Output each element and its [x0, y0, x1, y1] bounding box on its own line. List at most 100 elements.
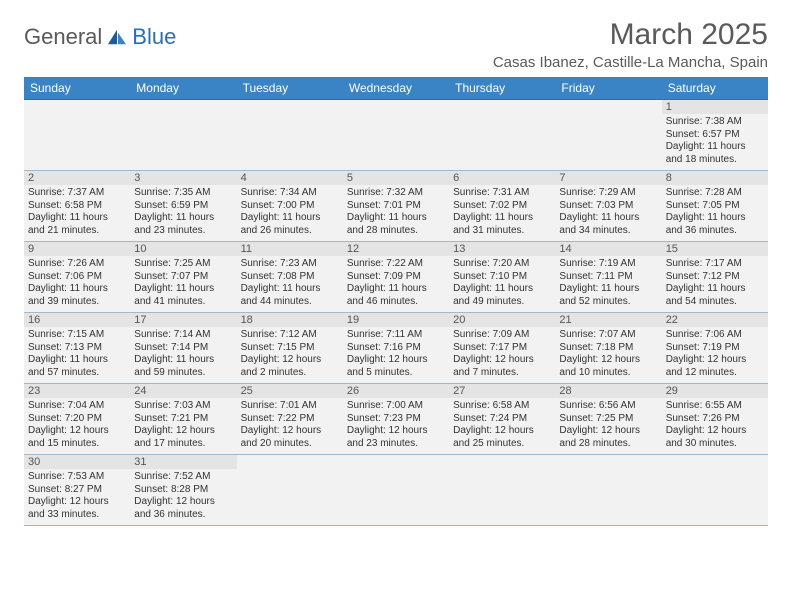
day-number: 9	[24, 242, 130, 256]
day-number: 4	[237, 171, 343, 185]
day-body: Sunrise: 7:19 AMSunset: 7:11 PMDaylight:…	[555, 256, 661, 312]
daylight-line-1: Daylight: 12 hours	[347, 425, 445, 438]
day-number: 26	[343, 384, 449, 398]
calendar-table: SundayMondayTuesdayWednesdayThursdayFrid…	[24, 77, 768, 526]
day-number: 21	[555, 313, 661, 327]
daylight-line-2: and 30 minutes.	[666, 438, 764, 451]
day-number: 16	[24, 313, 130, 327]
day-body: Sunrise: 7:01 AMSunset: 7:22 PMDaylight:…	[237, 398, 343, 454]
daylight-line-2: and 52 minutes.	[559, 296, 657, 309]
daylight-line-1: Daylight: 11 hours	[347, 283, 445, 296]
daylight-line-1: Daylight: 11 hours	[666, 283, 764, 296]
day-body: Sunrise: 7:15 AMSunset: 7:13 PMDaylight:…	[24, 327, 130, 383]
daylight-line-2: and 39 minutes.	[28, 296, 126, 309]
day-body: Sunrise: 7:35 AMSunset: 6:59 PMDaylight:…	[130, 185, 236, 241]
day-number: 8	[662, 171, 768, 185]
sunset-line: Sunset: 7:00 PM	[241, 200, 339, 213]
day-cell: 22Sunrise: 7:06 AMSunset: 7:19 PMDayligh…	[662, 313, 768, 384]
calendar-body: 1Sunrise: 7:38 AMSunset: 6:57 PMDaylight…	[24, 100, 768, 526]
sunrise-line: Sunrise: 7:04 AM	[28, 400, 126, 413]
day-number: 17	[130, 313, 236, 327]
day-cell: 26Sunrise: 7:00 AMSunset: 7:23 PMDayligh…	[343, 384, 449, 455]
sunrise-line: Sunrise: 6:55 AM	[666, 400, 764, 413]
daylight-line-2: and 28 minutes.	[347, 225, 445, 238]
week-row: 9Sunrise: 7:26 AMSunset: 7:06 PMDaylight…	[24, 242, 768, 313]
day-number: 12	[343, 242, 449, 256]
daylight-line-1: Daylight: 12 hours	[453, 425, 551, 438]
day-number: 7	[555, 171, 661, 185]
sunrise-line: Sunrise: 7:35 AM	[134, 187, 232, 200]
daylight-line-2: and 25 minutes.	[453, 438, 551, 451]
day-number: 25	[237, 384, 343, 398]
daylight-line-2: and 31 minutes.	[453, 225, 551, 238]
daylight-line-1: Daylight: 12 hours	[453, 354, 551, 367]
sunrise-line: Sunrise: 7:37 AM	[28, 187, 126, 200]
sunset-line: Sunset: 8:27 PM	[28, 484, 126, 497]
sunset-line: Sunset: 7:03 PM	[559, 200, 657, 213]
day-cell: 14Sunrise: 7:19 AMSunset: 7:11 PMDayligh…	[555, 242, 661, 313]
day-body: Sunrise: 7:37 AMSunset: 6:58 PMDaylight:…	[24, 185, 130, 241]
daylight-line-1: Daylight: 11 hours	[666, 212, 764, 225]
daylight-line-1: Daylight: 11 hours	[241, 283, 339, 296]
day-number: 15	[662, 242, 768, 256]
day-cell: 24Sunrise: 7:03 AMSunset: 7:21 PMDayligh…	[130, 384, 236, 455]
day-body: Sunrise: 6:56 AMSunset: 7:25 PMDaylight:…	[555, 398, 661, 454]
day-number: 13	[449, 242, 555, 256]
sunrise-line: Sunrise: 7:22 AM	[347, 258, 445, 271]
day-cell: 12 Sunrise: 7:22 AMSunset: 7:09 PMDayligh…	[343, 242, 449, 313]
day-number: 1	[662, 100, 768, 114]
day-cell	[343, 100, 449, 171]
daylight-line-2: and 34 minutes.	[559, 225, 657, 238]
day-body: Sunrise: 7:28 AMSunset: 7:05 PMDaylight:…	[662, 185, 768, 241]
day-cell: 3Sunrise: 7:35 AMSunset: 6:59 PMDaylight…	[130, 171, 236, 242]
sunset-line: Sunset: 7:19 PM	[666, 342, 764, 355]
sunset-line: Sunset: 7:09 PM	[347, 271, 445, 284]
day-cell: 7Sunrise: 7:29 AMSunset: 7:03 PMDaylight…	[555, 171, 661, 242]
day-body: Sunrise: 7:14 AMSunset: 7:14 PMDaylight:…	[130, 327, 236, 383]
daylight-line-2: and 33 minutes.	[28, 509, 126, 522]
day-cell: 23Sunrise: 7:04 AMSunset: 7:20 PMDayligh…	[24, 384, 130, 455]
day-cell: 27Sunrise: 6:58 AMSunset: 7:24 PMDayligh…	[449, 384, 555, 455]
day-number: 27	[449, 384, 555, 398]
daylight-line-2: and 57 minutes.	[28, 367, 126, 380]
day-cell	[237, 100, 343, 171]
sunset-line: Sunset: 7:23 PM	[347, 413, 445, 426]
day-number: 31	[130, 455, 236, 469]
day-body: Sunrise: 7:06 AMSunset: 7:19 PMDaylight:…	[662, 327, 768, 383]
sunset-line: Sunset: 7:07 PM	[134, 271, 232, 284]
sunrise-line: Sunrise: 7:25 AM	[134, 258, 232, 271]
header: GeneralBlue March 2025 Casas Ibanez, Cas…	[24, 18, 768, 71]
sunrise-line: Sunrise: 7:31 AM	[453, 187, 551, 200]
day-cell: 17Sunrise: 7:14 AMSunset: 7:14 PMDayligh…	[130, 313, 236, 384]
daylight-line-1: Daylight: 11 hours	[453, 212, 551, 225]
sunrise-line: Sunrise: 7:19 AM	[559, 258, 657, 271]
daylight-line-1: Daylight: 12 hours	[28, 425, 126, 438]
day-body: Sunrise: 7:26 AMSunset: 7:06 PMDaylight:…	[24, 256, 130, 312]
daylight-line-2: and 54 minutes.	[666, 296, 764, 309]
daylight-line-2: and 17 minutes.	[134, 438, 232, 451]
sunset-line: Sunset: 7:25 PM	[559, 413, 657, 426]
day-body: Sunrise: 7:34 AMSunset: 7:00 PMDaylight:…	[237, 185, 343, 241]
logo-text-1: General	[24, 24, 102, 50]
sunset-line: Sunset: 7:10 PM	[453, 271, 551, 284]
sunset-line: Sunset: 7:12 PM	[666, 271, 764, 284]
daylight-line-2: and 10 minutes.	[559, 367, 657, 380]
day-cell: 16Sunrise: 7:15 AMSunset: 7:13 PMDayligh…	[24, 313, 130, 384]
day-header: Tuesday	[237, 77, 343, 100]
week-row: 23Sunrise: 7:04 AMSunset: 7:20 PMDayligh…	[24, 384, 768, 455]
daylight-line-1: Daylight: 11 hours	[134, 212, 232, 225]
title-block: March 2025 Casas Ibanez, Castille-La Man…	[493, 18, 768, 71]
day-header: Thursday	[449, 77, 555, 100]
day-cell: 4Sunrise: 7:34 AMSunset: 7:00 PMDaylight…	[237, 171, 343, 242]
week-row: 1Sunrise: 7:38 AMSunset: 6:57 PMDaylight…	[24, 100, 768, 171]
daylight-line-2: and 2 minutes.	[241, 367, 339, 380]
sunrise-line: Sunrise: 7:38 AM	[666, 116, 764, 129]
day-header: Saturday	[662, 77, 768, 100]
day-cell	[449, 100, 555, 171]
week-row: 2Sunrise: 7:37 AMSunset: 6:58 PMDaylight…	[24, 171, 768, 242]
daylight-line-1: Daylight: 12 hours	[241, 425, 339, 438]
sunrise-line: Sunrise: 7:28 AM	[666, 187, 764, 200]
day-cell: 8Sunrise: 7:28 AMSunset: 7:05 PMDaylight…	[662, 171, 768, 242]
day-cell	[555, 455, 661, 526]
sunrise-line: Sunrise: 7:34 AM	[241, 187, 339, 200]
